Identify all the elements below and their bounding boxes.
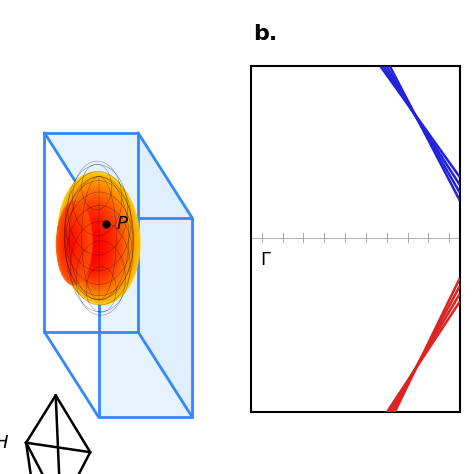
Ellipse shape	[63, 223, 80, 263]
Ellipse shape	[60, 179, 136, 300]
Ellipse shape	[57, 203, 91, 283]
Ellipse shape	[82, 231, 100, 261]
Ellipse shape	[71, 205, 118, 281]
Ellipse shape	[75, 214, 111, 273]
Polygon shape	[99, 218, 192, 417]
Ellipse shape	[67, 235, 74, 252]
Ellipse shape	[82, 233, 98, 259]
Polygon shape	[45, 133, 192, 218]
Ellipse shape	[61, 181, 134, 298]
Ellipse shape	[86, 241, 93, 254]
Ellipse shape	[74, 212, 113, 275]
Text: b.: b.	[254, 24, 278, 44]
Ellipse shape	[68, 240, 71, 246]
Ellipse shape	[56, 201, 93, 285]
Text: $\mathit{H}$: $\mathit{H}$	[0, 434, 9, 452]
Ellipse shape	[81, 228, 101, 263]
Ellipse shape	[58, 174, 139, 303]
Ellipse shape	[62, 183, 132, 296]
Ellipse shape	[66, 193, 126, 289]
Ellipse shape	[67, 195, 124, 288]
Ellipse shape	[69, 200, 121, 284]
Ellipse shape	[70, 202, 119, 282]
Ellipse shape	[63, 186, 131, 294]
Ellipse shape	[84, 236, 96, 258]
Polygon shape	[138, 133, 192, 417]
Ellipse shape	[85, 238, 95, 256]
Ellipse shape	[65, 229, 77, 257]
Ellipse shape	[62, 220, 82, 266]
Text: $\mathit{\Gamma}$: $\mathit{\Gamma}$	[260, 252, 272, 270]
Ellipse shape	[76, 217, 109, 272]
Ellipse shape	[68, 198, 123, 286]
Ellipse shape	[61, 218, 83, 269]
Ellipse shape	[60, 215, 85, 272]
Ellipse shape	[72, 207, 116, 279]
Ellipse shape	[58, 209, 88, 277]
Ellipse shape	[78, 221, 106, 268]
Ellipse shape	[59, 212, 87, 274]
Ellipse shape	[79, 224, 105, 266]
Ellipse shape	[66, 232, 76, 255]
Text: $\mathit{P}$: $\mathit{P}$	[116, 215, 129, 233]
Ellipse shape	[80, 226, 103, 264]
Ellipse shape	[68, 237, 73, 249]
Ellipse shape	[59, 176, 137, 301]
Ellipse shape	[57, 172, 141, 305]
Ellipse shape	[57, 206, 90, 280]
Ellipse shape	[65, 191, 128, 291]
Ellipse shape	[73, 210, 114, 277]
Ellipse shape	[77, 219, 108, 270]
Ellipse shape	[64, 226, 79, 260]
Ellipse shape	[64, 188, 129, 293]
